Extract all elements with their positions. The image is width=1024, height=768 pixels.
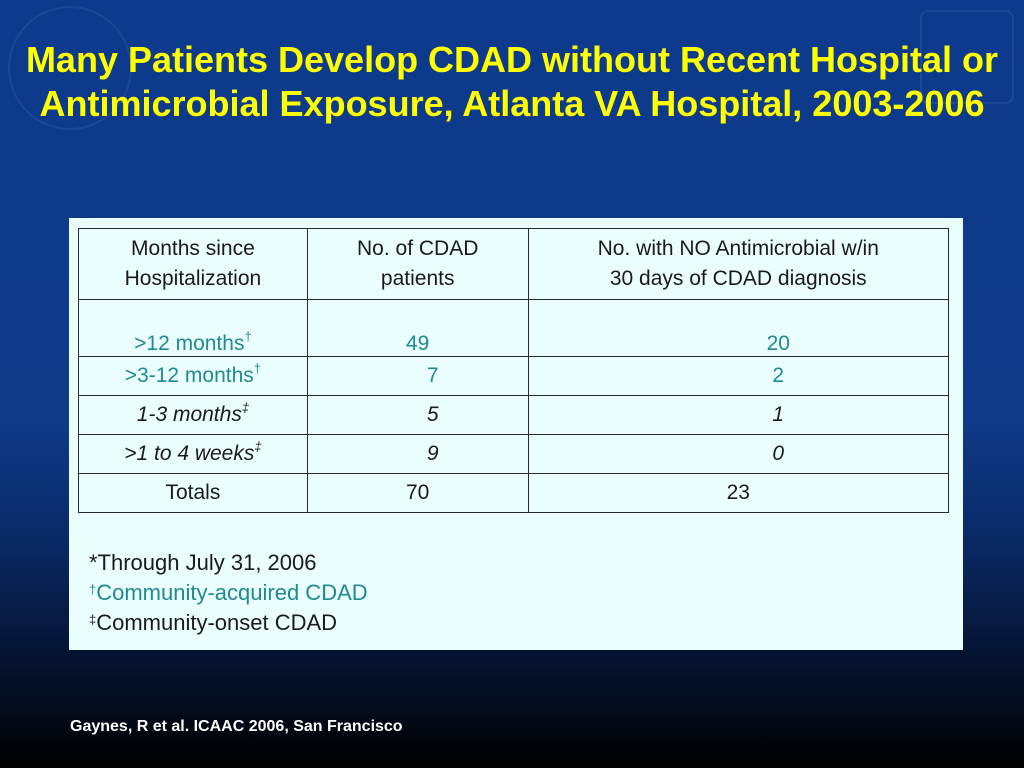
header-months: Months since Hospitalization: [78, 228, 308, 300]
source-citation: Gaynes, R et al. ICAAC 2006, San Francis…: [70, 718, 403, 735]
totals-no-antimicrobial: 23: [527, 473, 950, 513]
row-label: >12 months†: [78, 299, 308, 357]
row-patients: 9: [306, 434, 529, 474]
row-patients: 49: [306, 299, 529, 357]
row-no-antimicrobial: 20: [527, 299, 950, 357]
totals-row: Totals 70 23: [78, 473, 950, 513]
slide-title: Many Patients Develop CDAD without Recen…: [25, 39, 999, 124]
row-no-antimicrobial: 0: [527, 434, 950, 474]
row-label: >1 to 4 weeks‡: [78, 434, 308, 474]
totals-patients: 70: [306, 473, 529, 513]
table-header-row: Months since Hospitalization No. of CDAD…: [78, 228, 950, 300]
row-patients: 5: [306, 395, 529, 435]
row-label: >3-12 months†: [78, 356, 308, 396]
footnote-community-onset: ‡Community-onset CDAD: [89, 610, 338, 635]
header-patients: No. of CDAD patients: [306, 228, 529, 300]
table-row: >3-12 months† 7 2: [78, 356, 950, 396]
table-row: 1-3 months‡ 5 1: [78, 395, 950, 435]
table-panel: Months since Hospitalization No. of CDAD…: [69, 218, 963, 650]
footnote-community-acquired: †Community-acquired CDAD: [89, 580, 368, 605]
row-patients: 7: [306, 356, 529, 396]
row-no-antimicrobial: 2: [527, 356, 950, 396]
table-row: >12 months† 49 20: [78, 299, 950, 357]
header-no-antimicrobial: No. with NO Antimicrobial w/in 30 days o…: [527, 228, 950, 300]
faded-seal-logo: [8, 6, 132, 130]
table-row: >1 to 4 weeks‡ 9 0: [78, 434, 950, 474]
cdad-table: Months since Hospitalization No. of CDAD…: [78, 228, 950, 513]
row-no-antimicrobial: 1: [527, 395, 950, 435]
faded-cdc-logo: [920, 10, 1014, 104]
row-label: 1-3 months‡: [78, 395, 308, 435]
footnote-date: *Through July 31, 2006: [89, 550, 317, 575]
footnotes: *Through July 31, 2006 †Community-acquir…: [89, 548, 368, 638]
totals-label: Totals: [78, 473, 308, 513]
